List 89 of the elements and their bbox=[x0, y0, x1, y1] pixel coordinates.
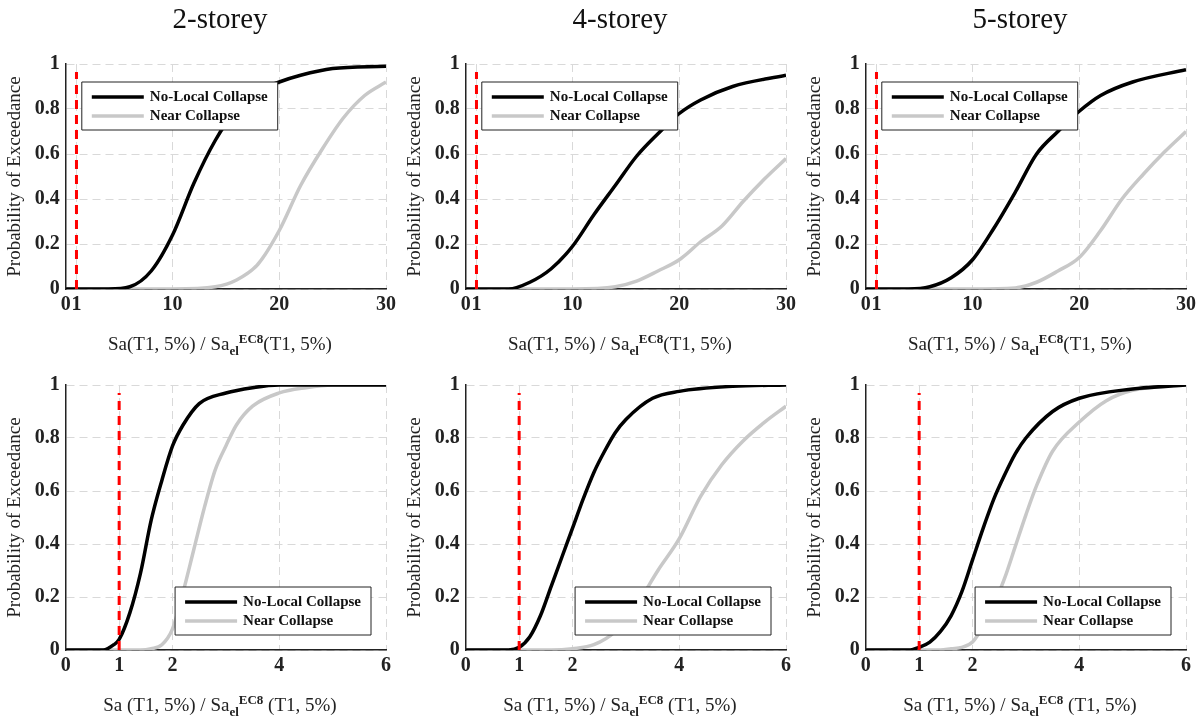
x-tick-label: 30 bbox=[1176, 292, 1196, 315]
x-tick-label: 6 bbox=[381, 653, 391, 676]
legend-label: No-Local Collapse bbox=[549, 87, 669, 104]
y-tick-label: 0 bbox=[49, 276, 60, 299]
y-tick-label: 0.4 bbox=[834, 186, 860, 209]
x-tick-label: 2 bbox=[167, 653, 178, 676]
y-tick-label: 0.6 bbox=[834, 478, 860, 501]
y-tick-label: 0.4 bbox=[834, 531, 860, 554]
legend-label: Near Collapse bbox=[1043, 611, 1134, 628]
legend-label: No-Local Collapse bbox=[243, 592, 362, 609]
x-tick-label: 2 bbox=[567, 653, 578, 676]
legend-label: No-Local Collapse bbox=[149, 87, 269, 104]
y-tick-label: 1 bbox=[849, 372, 860, 395]
y-tick-label: 0.6 bbox=[34, 478, 60, 501]
y-tick-label: 0.8 bbox=[34, 96, 60, 119]
x-tick-label: 4 bbox=[1074, 653, 1085, 676]
x-axis-title: Sa (T1, 5%) / Sa$_{el}$$^{EC8}$ (T1, 5%) bbox=[902, 691, 1138, 720]
y-tick-label: 0.4 bbox=[34, 186, 60, 209]
y-tick-label: 0.2 bbox=[34, 584, 60, 607]
x-tick-label: 20 bbox=[669, 292, 690, 315]
y-axis-title: Probability of Exceedance bbox=[803, 76, 825, 277]
x-axis-title: Sa(T1, 5%) / Sa$_{el}$$^{EC8}$(T1, 5%) bbox=[107, 330, 333, 359]
chart-title: 4-storey bbox=[571, 2, 669, 35]
line-series bbox=[865, 385, 1186, 650]
y-tick-label: 1 bbox=[49, 51, 60, 74]
x-tick-label: 10 bbox=[962, 292, 983, 315]
y-tick-label: 1 bbox=[49, 372, 60, 395]
y-tick-label: 0 bbox=[849, 637, 860, 660]
x-tick-label: 4 bbox=[674, 653, 685, 676]
x-axis-title: Sa (T1, 5%) / Sa$_{el}$$^{EC8}$ (T1, 5%) bbox=[502, 691, 738, 720]
y-axis-title: Probability of Exceedance bbox=[3, 417, 25, 618]
y-axis-title: Probability of Exceedance bbox=[403, 76, 425, 277]
y-tick-label: 0.8 bbox=[434, 425, 460, 448]
x-tick-label: 1 bbox=[871, 292, 882, 315]
legend-label: No-Local Collapse bbox=[1043, 592, 1162, 609]
x-tick-label: 1 bbox=[914, 653, 925, 676]
x-tick-label: 2 bbox=[967, 653, 978, 676]
legend-label: Near Collapse bbox=[643, 611, 734, 628]
y-axis-title: Probability of Exceedance bbox=[803, 417, 825, 618]
y-tick-label: 0.8 bbox=[434, 96, 460, 119]
chart-title: 2-storey bbox=[171, 2, 269, 35]
y-axis-title: Probability of Exceedance bbox=[403, 417, 425, 618]
y-tick-label: 0 bbox=[449, 637, 460, 660]
x-axis-title: Sa(T1, 5%) / Sa$_{el}$$^{EC8}$(T1, 5%) bbox=[507, 330, 733, 359]
y-tick-label: 0.8 bbox=[34, 425, 60, 448]
y-tick-label: 0.2 bbox=[834, 584, 860, 607]
x-tick-label: 6 bbox=[1181, 653, 1191, 676]
y-tick-label: 0.2 bbox=[434, 584, 460, 607]
legend-label: Near Collapse bbox=[549, 106, 641, 123]
chart-title: 5-storey bbox=[971, 2, 1069, 35]
y-tick-label: 0.6 bbox=[834, 141, 860, 164]
x-tick-label: 30 bbox=[376, 292, 396, 315]
x-tick-label: 1 bbox=[514, 653, 525, 676]
y-tick-label: 0.2 bbox=[34, 231, 60, 254]
y-tick-label: 0.6 bbox=[434, 141, 460, 164]
y-tick-label: 0 bbox=[49, 637, 60, 660]
y-tick-label: 0.6 bbox=[434, 478, 460, 501]
x-tick-label: 6 bbox=[781, 653, 791, 676]
y-tick-label: 0.6 bbox=[34, 141, 60, 164]
legend-label: Near Collapse bbox=[949, 106, 1041, 123]
legend-label: No-Local Collapse bbox=[949, 87, 1069, 104]
y-tick-label: 1 bbox=[849, 51, 860, 74]
x-tick-label: 10 bbox=[562, 292, 583, 315]
x-tick-label: 4 bbox=[274, 653, 285, 676]
y-tick-label: 0 bbox=[849, 276, 860, 299]
y-tick-label: 0.4 bbox=[34, 531, 60, 554]
x-tick-label: 1 bbox=[71, 292, 82, 315]
x-tick-label: 20 bbox=[1069, 292, 1090, 315]
y-axis-title: Probability of Exceedance bbox=[3, 76, 25, 277]
x-axis-title: Sa (T1, 5%) / Sa$_{el}$$^{EC8}$ (T1, 5%) bbox=[102, 691, 338, 720]
x-tick-label: 10 bbox=[162, 292, 183, 315]
y-tick-label: 0 bbox=[449, 276, 460, 299]
legend-label: Near Collapse bbox=[149, 106, 241, 123]
x-tick-label: 20 bbox=[269, 292, 290, 315]
x-tick-label: 1 bbox=[114, 653, 125, 676]
legend-label: Near Collapse bbox=[243, 611, 334, 628]
x-tick-label: 1 bbox=[471, 292, 482, 315]
y-tick-label: 1 bbox=[449, 51, 460, 74]
y-tick-label: 0.2 bbox=[434, 231, 460, 254]
x-axis-title: Sa(T1, 5%) / Sa$_{el}$$^{EC8}$(T1, 5%) bbox=[907, 330, 1133, 359]
y-tick-label: 0.8 bbox=[834, 425, 860, 448]
y-tick-label: 0.8 bbox=[834, 96, 860, 119]
legend-label: No-Local Collapse bbox=[643, 592, 762, 609]
line-series bbox=[65, 385, 386, 650]
y-tick-label: 0.2 bbox=[834, 231, 860, 254]
y-tick-label: 0.4 bbox=[434, 531, 460, 554]
x-tick-label: 30 bbox=[776, 292, 796, 315]
y-tick-label: 1 bbox=[449, 372, 460, 395]
y-tick-label: 0.4 bbox=[434, 186, 460, 209]
